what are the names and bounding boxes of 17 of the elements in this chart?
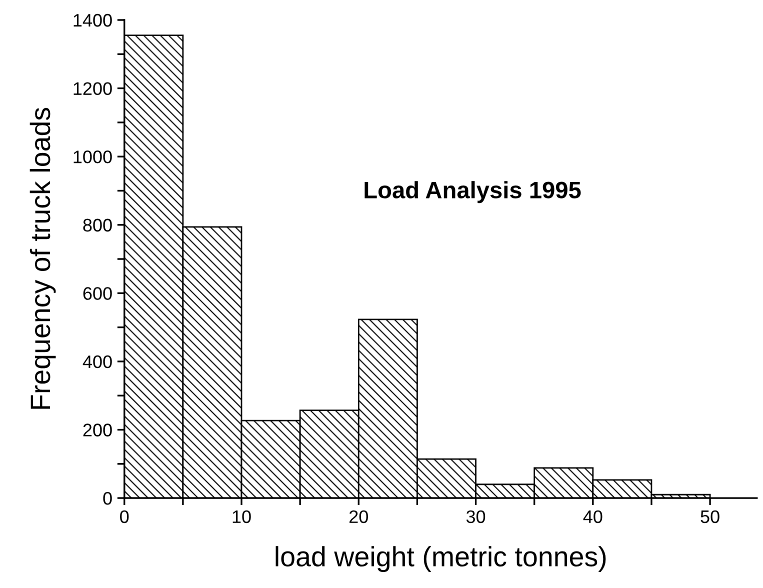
- x-axis-title: load weight (metric tonnes): [276, 546, 606, 572]
- y-tick-label: 0: [103, 492, 112, 505]
- x-tick-label: 20: [350, 510, 368, 524]
- y-tick-label: 200: [83, 424, 112, 436]
- text: Load Analysis 1995: [364, 181, 581, 204]
- y-tick-label: 800: [83, 218, 112, 232]
- y-tick-label: 1000: [74, 150, 112, 164]
- x-tick-label: 30: [466, 510, 486, 524]
- x-tick-label: 40: [583, 510, 602, 524]
- y-axis-title: Frequency of truck loads: [30, 108, 56, 409]
- y-tick-label: 1400: [74, 14, 112, 27]
- x-tick-label: 10: [232, 510, 251, 524]
- x-tick-label: 50: [700, 510, 720, 524]
- y-tick-label: 600: [83, 287, 112, 300]
- y-tick-label: 1200: [74, 82, 112, 96]
- x-tick-label: 0: [120, 510, 129, 524]
- y-tick-label: 400: [82, 355, 112, 368]
